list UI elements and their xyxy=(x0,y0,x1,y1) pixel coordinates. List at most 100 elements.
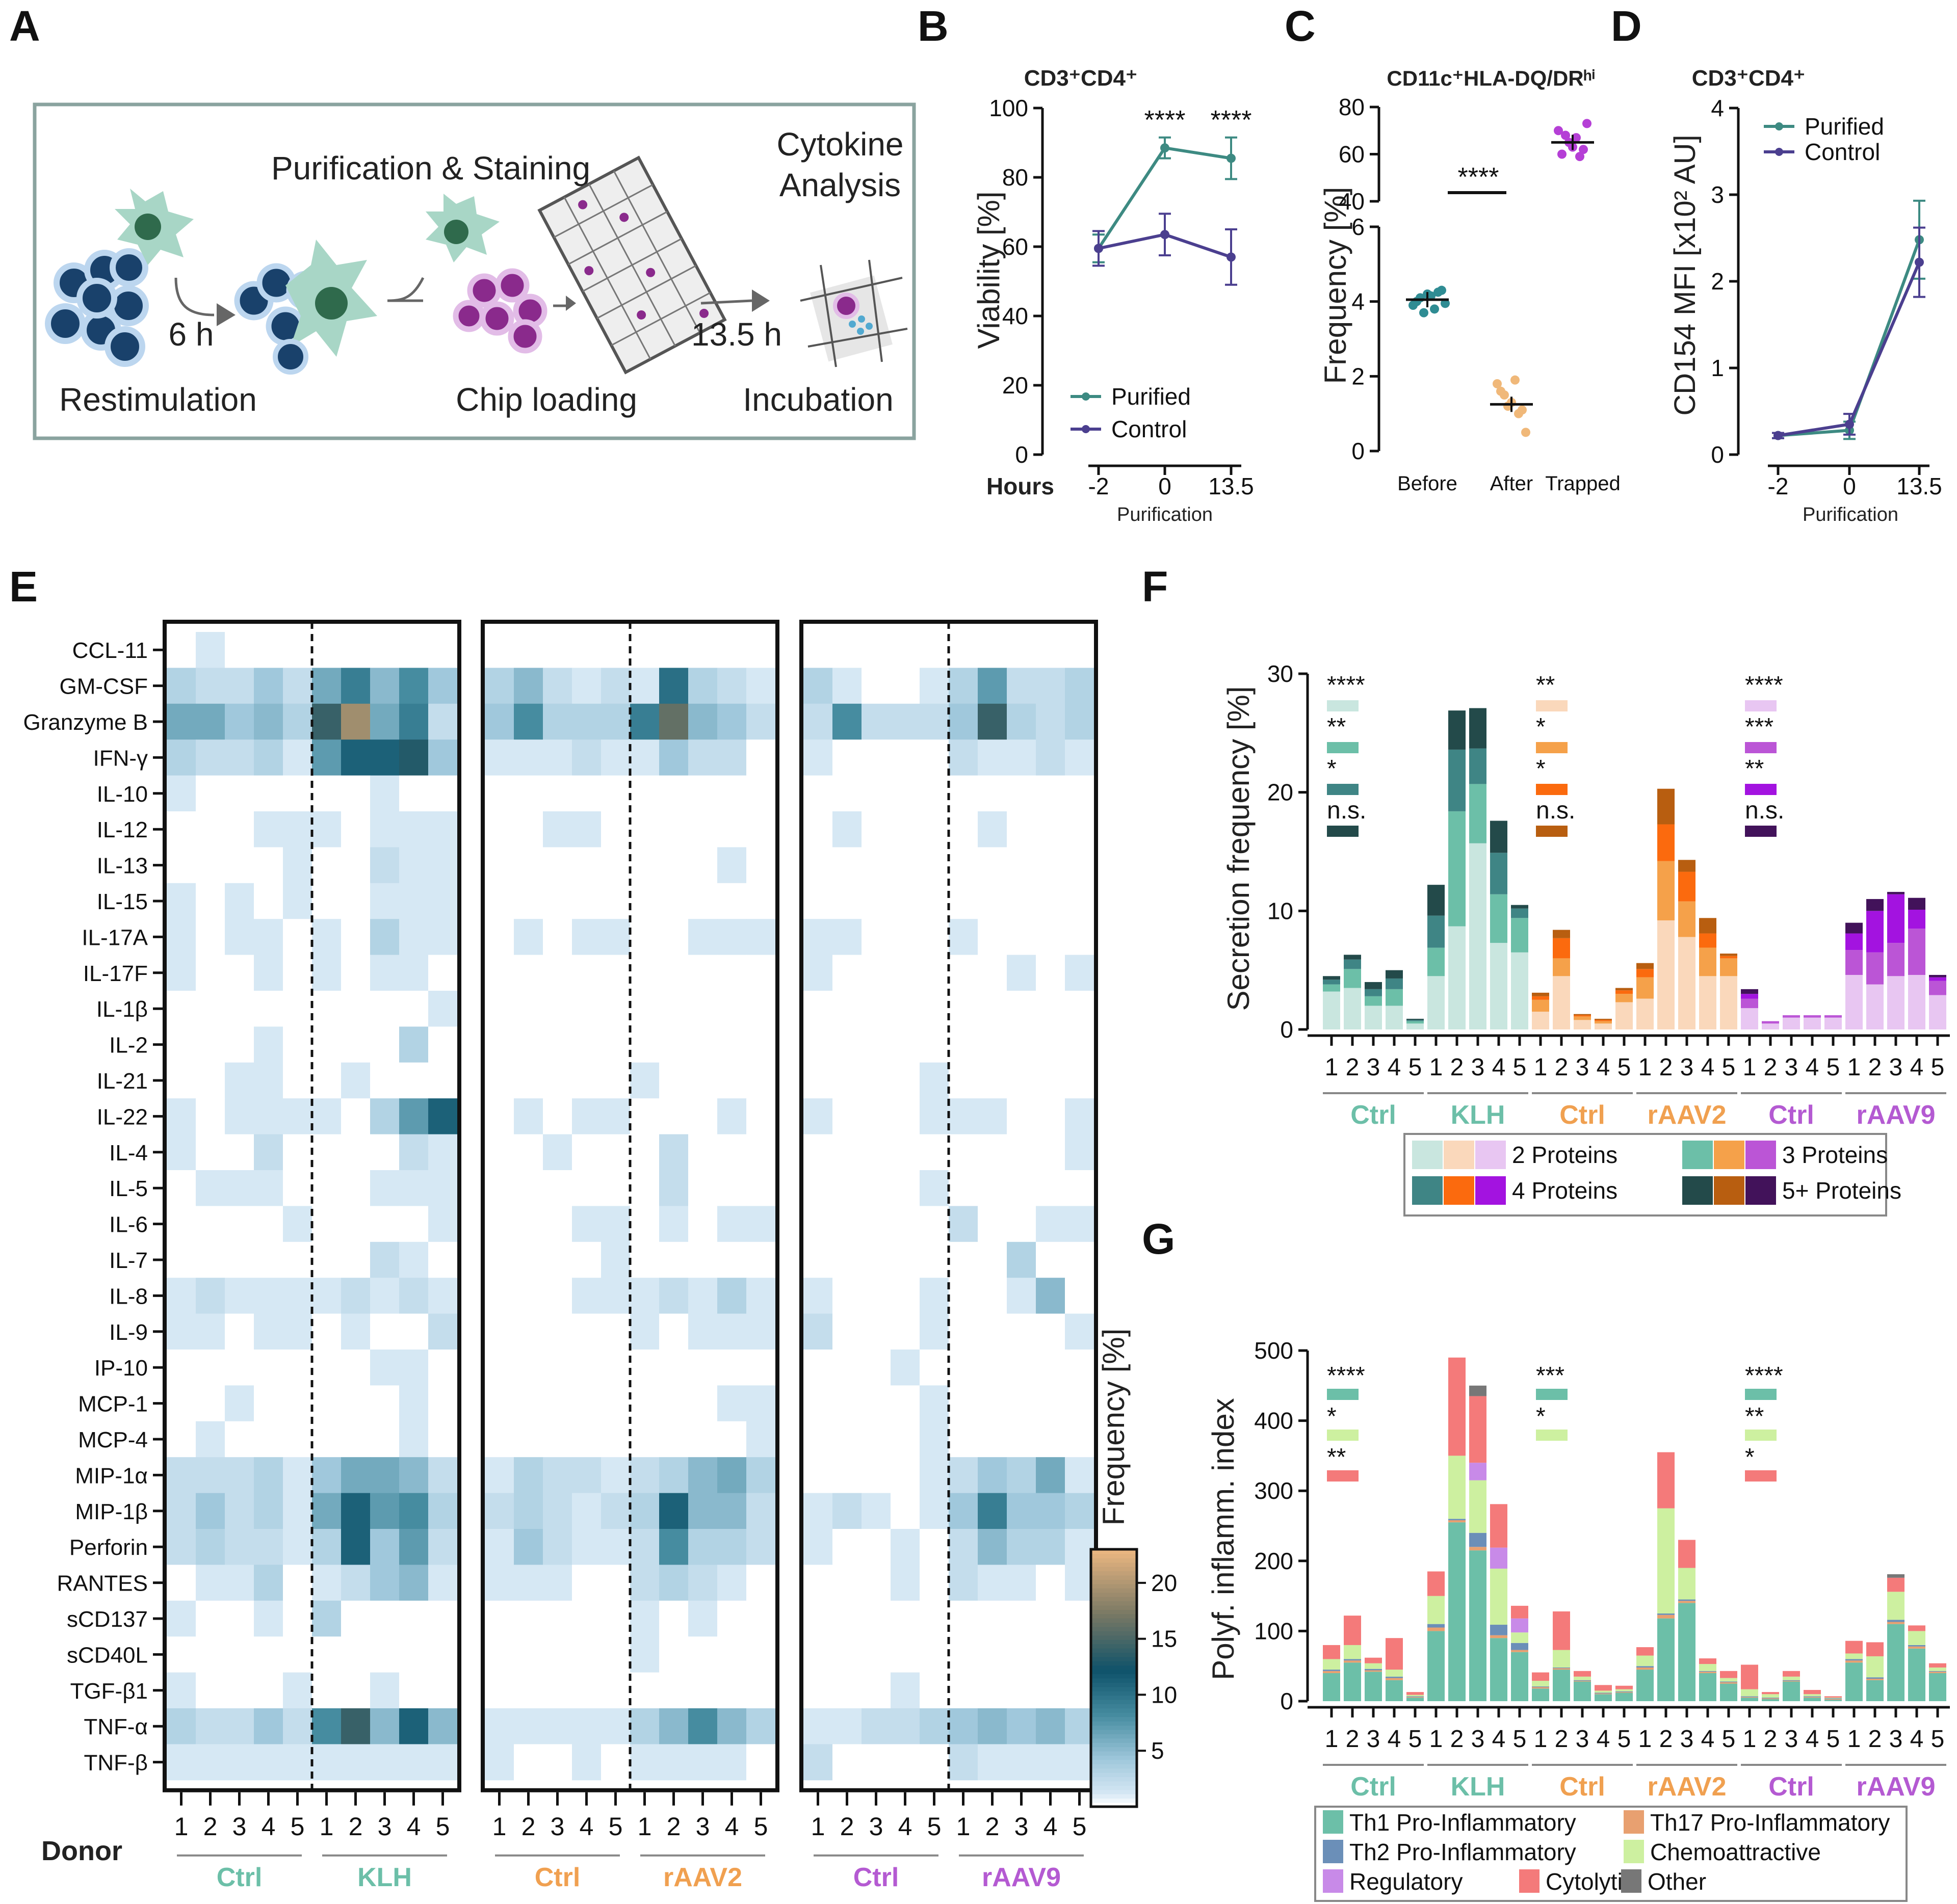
heatmap-cell xyxy=(891,668,920,704)
significance-swatch xyxy=(1536,784,1568,795)
heatmap-cell xyxy=(572,811,602,848)
heatmap-cell xyxy=(659,1744,689,1781)
bar-segment xyxy=(1323,1671,1340,1673)
donor-label: 3 xyxy=(696,1812,710,1841)
significance-annotation: n.s. xyxy=(1745,797,1784,824)
heatmap-cell xyxy=(920,991,949,1027)
data-point xyxy=(1845,419,1854,429)
heatmap-cell xyxy=(803,1744,833,1781)
legend-label: Control xyxy=(1111,416,1187,442)
bar-segment xyxy=(1574,1680,1591,1681)
bar-segment xyxy=(1783,1017,1800,1029)
heatmap-cell xyxy=(283,991,312,1027)
donor-label: 4 xyxy=(1806,1726,1819,1753)
heatmap-cell xyxy=(601,1636,631,1673)
heatmap-cell xyxy=(862,1529,891,1565)
heatmap-cell xyxy=(978,919,1007,956)
heatmap-cell xyxy=(862,775,891,812)
heatmap-cell xyxy=(688,703,718,740)
x-tick-label: 0 xyxy=(1843,473,1856,499)
heatmap-cell xyxy=(485,811,514,848)
heatmap-cell xyxy=(862,1636,891,1673)
heatmap-cell xyxy=(341,1206,371,1242)
heatmap-cell xyxy=(543,1636,572,1673)
heatmap-cell xyxy=(312,1421,342,1458)
heatmap-cell xyxy=(630,1241,660,1278)
colorbar-segment xyxy=(1091,1652,1137,1657)
heatmap-cell xyxy=(688,1600,718,1637)
y-tick-label: 10 xyxy=(1267,897,1293,924)
y-tick-label: 0 xyxy=(1351,438,1365,464)
heatmap-cell xyxy=(862,632,891,668)
heatmap-cell xyxy=(891,1672,920,1709)
heatmap-cell xyxy=(891,955,920,991)
bar-segment xyxy=(1323,1645,1340,1659)
heatmap-cell xyxy=(514,811,543,848)
heatmap-cell xyxy=(978,1241,1007,1278)
heatmap-cell xyxy=(196,1313,225,1350)
step2-time-label: 13.5 h xyxy=(691,316,782,353)
heatmap-cell xyxy=(746,1636,776,1673)
legend-swatch xyxy=(1714,1141,1744,1169)
bar-segment xyxy=(1887,894,1904,943)
heatmap-cell xyxy=(514,1708,543,1744)
heatmap-cell xyxy=(862,811,891,848)
heatmap-cell xyxy=(891,1529,920,1565)
heatmap-cell xyxy=(1036,775,1065,812)
heatmap-cell xyxy=(572,1421,602,1458)
heatmap-cell xyxy=(630,1529,660,1565)
heatmap-cell xyxy=(920,1421,949,1458)
significance-annotation: **** xyxy=(1144,105,1186,135)
significance-swatch xyxy=(1745,1389,1777,1400)
bar-segment xyxy=(1720,1683,1737,1701)
heatmap-cell xyxy=(832,668,862,704)
heatmap-cell xyxy=(283,919,312,956)
heatmap-cell xyxy=(399,847,429,884)
bar-segment xyxy=(1427,1627,1445,1631)
heatmap-cell xyxy=(167,847,196,884)
heatmap-cell xyxy=(312,1170,342,1206)
heatmap-row-label: IL-5 xyxy=(109,1176,148,1201)
heatmap-cell xyxy=(370,1421,400,1458)
heatmap-cell xyxy=(428,847,458,884)
heatmap-cell xyxy=(485,1385,514,1422)
bar-segment xyxy=(1595,1685,1612,1691)
heatmap-cell xyxy=(572,1565,602,1601)
heatmap-cell xyxy=(543,1708,572,1744)
heatmap-cell xyxy=(1065,1026,1094,1063)
heatmap-cell xyxy=(514,1134,543,1171)
heatmap-cell xyxy=(717,1565,747,1601)
donor-label: 3 xyxy=(869,1812,883,1841)
colorbar-segment xyxy=(1091,1738,1137,1743)
heatmap-cell xyxy=(196,919,225,956)
bar-segment xyxy=(1490,1635,1507,1638)
heatmap-cell xyxy=(949,1062,978,1099)
heatmap-cell xyxy=(978,1385,1007,1422)
heatmap-cell xyxy=(832,1708,862,1744)
bar-segment xyxy=(1344,1659,1361,1661)
bar-segment xyxy=(1741,1696,1758,1697)
heatmap-cell xyxy=(312,1350,342,1386)
heatmap-cell xyxy=(920,1744,949,1781)
bar-segment xyxy=(1887,1574,1904,1578)
heatmap-cell xyxy=(428,668,458,704)
heatmap-cell xyxy=(1036,1385,1065,1422)
heatmap-cell xyxy=(630,1313,660,1350)
heatmap-cell xyxy=(949,1206,978,1242)
colorbar-segment xyxy=(1091,1571,1137,1576)
heatmap-cell xyxy=(514,1421,543,1458)
heatmap-cell xyxy=(312,739,342,776)
bar-segment xyxy=(1427,885,1445,916)
heatmap-cell xyxy=(196,1062,225,1099)
heatmap-cell xyxy=(370,1708,400,1744)
heatmap-cell xyxy=(514,1062,543,1099)
panel-b-xsub: Purification xyxy=(1117,504,1213,525)
heatmap-cell xyxy=(399,1134,429,1171)
significance-annotation: *** xyxy=(1536,1362,1564,1389)
heatmap-cell xyxy=(1036,1313,1065,1350)
heatmap-cell xyxy=(978,1529,1007,1565)
bar-segment xyxy=(1908,910,1925,929)
heatmap-row-label: IL-22 xyxy=(97,1104,148,1129)
heatmap-cell xyxy=(891,632,920,668)
heatmap-cell xyxy=(572,703,602,740)
